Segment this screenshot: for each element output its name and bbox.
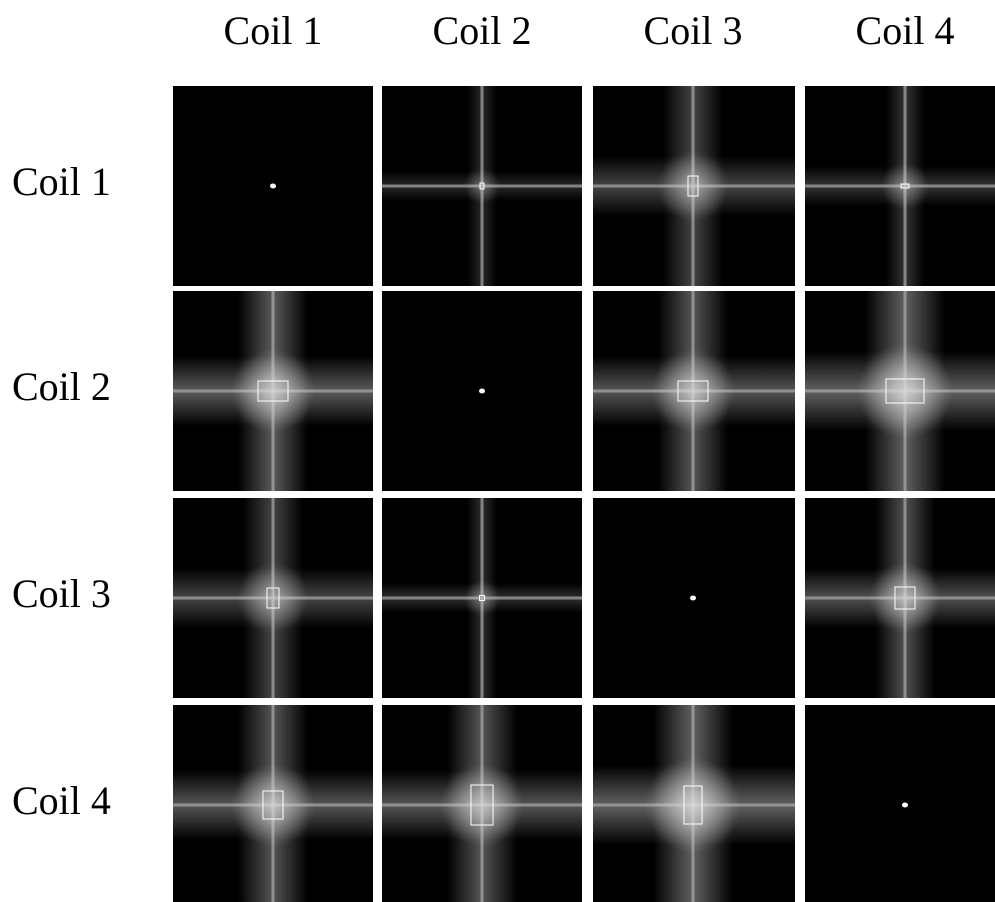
peak-box <box>257 380 289 402</box>
center-glow <box>440 763 524 847</box>
coil-map-cell <box>593 498 795 698</box>
column-header: Coil 3 <box>644 8 743 53</box>
coil-map-cell <box>805 86 995 286</box>
peak-dot <box>270 183 276 189</box>
coil-map-cell <box>173 291 373 491</box>
coil-map-cell <box>593 291 795 491</box>
row-header: Coil 2 <box>12 364 111 409</box>
cell-background <box>805 705 995 902</box>
peak-box <box>900 183 910 189</box>
center-glow <box>464 580 500 616</box>
column-header: Coil 4 <box>856 8 955 53</box>
peak-box <box>262 790 284 820</box>
peak-box <box>479 595 485 601</box>
peak-box <box>479 182 485 190</box>
center-glow <box>881 162 929 210</box>
peak-box <box>683 785 703 825</box>
peak-box <box>885 378 925 404</box>
center-glow <box>857 343 953 439</box>
peak-box <box>687 175 699 197</box>
coil-map-cell <box>173 705 373 902</box>
coil-map-cell <box>173 498 373 698</box>
coil-map-cell <box>382 291 582 491</box>
center-glow <box>231 763 315 847</box>
center-glow <box>651 349 735 433</box>
center-glow <box>645 757 741 853</box>
coil-map-cell <box>593 86 795 286</box>
row-header: Coil 4 <box>12 778 111 823</box>
peak-box <box>470 784 494 826</box>
center-glow <box>231 349 315 433</box>
coil-map-cell <box>382 498 582 698</box>
coil-map-cell <box>805 498 995 698</box>
coil-map-cell <box>173 86 373 286</box>
column-header: Coil 1 <box>224 8 323 53</box>
coil-map-cell <box>382 86 582 286</box>
peak-dot <box>690 595 696 601</box>
row-header: Coil 1 <box>12 159 111 204</box>
coil-map-cell <box>382 705 582 902</box>
center-glow <box>464 168 500 204</box>
peak-box <box>677 380 709 402</box>
row-header: Coil 3 <box>12 571 111 616</box>
coil-map-cell <box>593 705 795 902</box>
peak-dot <box>479 388 485 394</box>
peak-dot <box>902 802 908 808</box>
center-glow <box>237 562 309 634</box>
peak-box <box>266 587 280 609</box>
peak-box <box>894 586 916 610</box>
center-glow <box>657 150 729 222</box>
column-header: Coil 2 <box>433 8 532 53</box>
center-glow <box>869 562 941 634</box>
coil-map-cell <box>805 705 995 902</box>
coil-map-cell <box>805 291 995 491</box>
